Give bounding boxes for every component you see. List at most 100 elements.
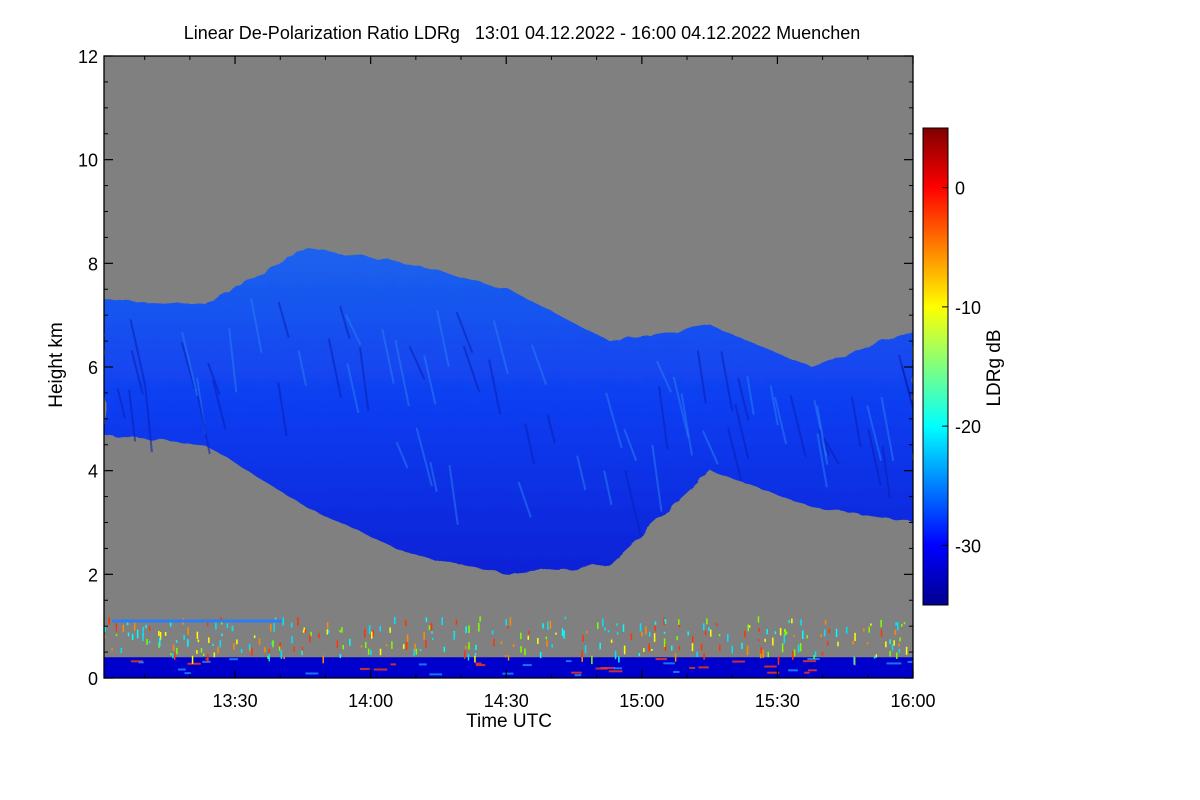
- clutter-speckle: [898, 648, 901, 653]
- clutter-speckle: [248, 644, 251, 650]
- clutter-speckle: [715, 623, 718, 626]
- clutter-speckle: [852, 640, 854, 645]
- clutter-speckle: [478, 622, 480, 632]
- clutter-speckle: [364, 628, 366, 638]
- cloud-streak: [429, 461, 438, 493]
- boundary-speckle: [663, 662, 675, 665]
- cloud-streak: [656, 360, 672, 393]
- clutter-speckle: [654, 625, 657, 631]
- clutter-speckle: [664, 618, 666, 622]
- clutter-speckle: [663, 617, 665, 626]
- clutter-speckle: [202, 653, 205, 656]
- cloud-streak: [624, 470, 642, 537]
- clutter-speckle: [512, 644, 515, 647]
- clutter-speckle: [671, 645, 673, 651]
- clutter-speckle: [875, 654, 878, 658]
- clutter-speckle: [604, 627, 606, 631]
- clutter-speckle: [419, 649, 422, 652]
- cloud-streak: [207, 362, 221, 396]
- cloud-streak: [822, 437, 840, 465]
- clutter-speckle: [406, 634, 409, 643]
- clutter-speckle: [799, 643, 802, 652]
- clutter-speckle: [520, 646, 522, 653]
- clutter-speckle: [301, 650, 303, 655]
- clutter-speckle: [264, 647, 266, 653]
- clutter-speckle: [748, 625, 751, 628]
- clutter-speckle: [455, 619, 458, 625]
- clutter-speckle: [268, 652, 270, 662]
- heatmap-layer: [104, 247, 913, 678]
- cloud-streak: [672, 376, 690, 439]
- x-axis: 13:30 14:00 14:30 15:00 15:30 16:00: [144, 56, 936, 711]
- clutter-speckle: [115, 634, 118, 637]
- y-tick-label: 6: [88, 358, 98, 378]
- clutter-speckle: [564, 616, 567, 620]
- clutter-speckle: [221, 633, 223, 637]
- clutter-speckle: [269, 624, 272, 632]
- clutter-speckle: [835, 628, 838, 638]
- clutter-speckle: [172, 644, 175, 651]
- boundary-speckle: [764, 665, 777, 668]
- clutter-speckle: [336, 640, 339, 648]
- boundary-speckle: [187, 662, 201, 665]
- boundary-speckle: [807, 658, 820, 661]
- clutter-speckle: [304, 629, 307, 633]
- clutter-speckle: [610, 639, 613, 643]
- clutter-speckle: [208, 637, 210, 643]
- boundary-speckle: [502, 672, 514, 675]
- clutter-speckle: [648, 643, 650, 652]
- cloud-streak: [297, 350, 307, 386]
- clutter-speckle: [453, 631, 455, 640]
- clutter-speckle: [866, 642, 869, 645]
- clutter-speckle: [402, 644, 405, 649]
- clutter-speckle: [191, 655, 194, 664]
- clutter-speckle: [187, 627, 189, 636]
- cloud-streak: [394, 340, 410, 407]
- clutter-speckle: [727, 633, 729, 642]
- clutter-speckle: [339, 653, 342, 658]
- clutter-speckle: [339, 629, 341, 633]
- clutter-speckle: [774, 631, 777, 635]
- clutter-speckle: [370, 649, 372, 656]
- clutter-speckle: [431, 631, 433, 634]
- clutter-speckle: [170, 653, 172, 656]
- clutter-speckle: [326, 629, 329, 635]
- clutter-speckle: [175, 640, 178, 643]
- clutter-speckle: [731, 645, 733, 654]
- clutter-speckle: [767, 651, 769, 658]
- clutter-speckle: [614, 650, 617, 660]
- cloud-streak: [408, 345, 426, 380]
- clutter-speckle: [744, 630, 746, 638]
- clutter-speckle: [638, 653, 641, 657]
- clutter-speckle: [267, 655, 269, 660]
- clutter-speckle: [159, 631, 162, 641]
- clutter-speckle: [687, 631, 689, 636]
- clutter-speckle: [272, 640, 274, 648]
- boundary-speckle: [359, 667, 370, 670]
- x-tick-label: 14:30: [484, 691, 529, 711]
- boundary-speckle: [138, 661, 144, 664]
- cloud-streak: [603, 470, 613, 506]
- clutter-speckle: [663, 638, 666, 647]
- clutter-speckle: [379, 648, 382, 656]
- boundary-speckle: [566, 660, 572, 663]
- clutter-speckle: [423, 631, 425, 640]
- cloud-streak: [488, 359, 502, 415]
- clutter-speckle: [894, 629, 897, 635]
- cloud-streak: [881, 446, 891, 499]
- clutter-speckle: [197, 639, 200, 643]
- clutter-speckle: [747, 624, 750, 632]
- clutter-speckle: [561, 628, 564, 637]
- boundary-speckle: [600, 667, 615, 670]
- cloud-streak: [395, 441, 409, 469]
- clutter-speckle: [549, 620, 552, 629]
- clutter-speckle: [145, 624, 147, 629]
- boundary-speckle: [698, 666, 709, 669]
- clutter-speckle: [215, 620, 217, 630]
- cloud-streak: [180, 342, 196, 390]
- chart-title: Linear De-Polarization Ratio LDRg 13:01 …: [184, 23, 860, 43]
- clutter-speckle: [542, 623, 544, 629]
- clutter-speckle: [136, 629, 139, 639]
- boundary-speckle: [767, 671, 780, 674]
- boundary-speckle: [672, 670, 680, 673]
